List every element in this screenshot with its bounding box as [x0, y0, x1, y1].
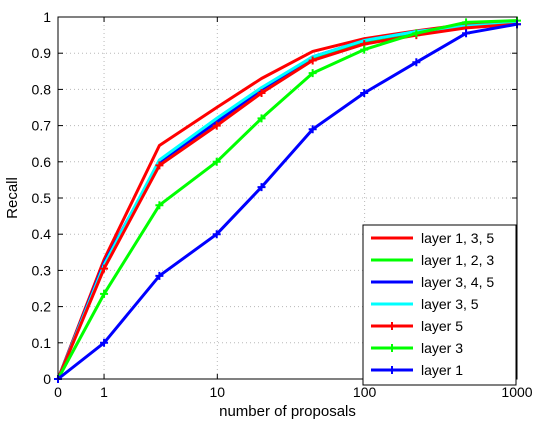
x-tick-label: 1	[100, 384, 108, 400]
y-tick-label: 0.8	[32, 81, 52, 97]
series-6	[54, 20, 521, 383]
series-line	[56, 22, 518, 380]
legend-label: layer 1	[421, 362, 463, 378]
data-point	[412, 29, 421, 38]
y-tick-label: 0.2	[32, 299, 52, 315]
data-point	[360, 45, 369, 54]
data-point	[462, 18, 471, 27]
y-tick-label: 0.1	[32, 335, 52, 351]
data-point	[257, 114, 266, 123]
data-point	[308, 69, 317, 78]
data-point	[462, 29, 471, 38]
x-tick-label: 0	[54, 384, 62, 400]
legend-label: layer 1, 3, 5	[421, 230, 494, 246]
legend-item: layer 1, 2, 3	[371, 252, 494, 268]
y-tick-label: 0.9	[32, 45, 52, 61]
data-point	[155, 271, 164, 280]
data-point	[212, 230, 221, 239]
x-tick-label: 10	[210, 384, 226, 400]
y-tick-label: 0	[43, 371, 51, 387]
y-tick-label: 0.3	[32, 262, 52, 278]
series-line	[56, 19, 518, 380]
legend: layer 1, 3, 5 layer 1, 2, 3 layer 3, 4, 5 l…	[362, 224, 517, 386]
data-point	[100, 338, 109, 347]
series-line	[57, 22, 518, 381]
legend-item: layer 3	[371, 340, 463, 356]
data-point	[360, 89, 369, 98]
legend-label: layer 3	[421, 340, 463, 356]
legend-marker	[388, 322, 396, 330]
legend-label: layer 1, 2, 3	[421, 252, 494, 268]
y-tick-label: 0.5	[32, 190, 52, 206]
x-axis-title: number of proposals	[219, 403, 356, 420]
legend-item: layer 1, 3, 5	[371, 230, 494, 246]
data-point	[257, 89, 266, 98]
x-tick-label: 100	[353, 384, 377, 400]
legend-item: layer 3, 5	[371, 296, 479, 312]
data-point	[257, 183, 266, 192]
legend-marker	[388, 344, 396, 352]
ticks: 00.10.20.30.40.50.60.70.80.910 1 10 100 1000	[32, 9, 533, 400]
legend-item: layer 5	[371, 318, 463, 334]
series-layer	[54, 16, 521, 383]
y-tick-label: 1	[43, 9, 51, 25]
y-tick-label: 0.7	[32, 118, 52, 134]
legend-marker	[388, 366, 396, 374]
x-tick-label: 1000	[501, 384, 532, 400]
data-point	[100, 264, 109, 273]
data-point	[212, 157, 221, 166]
data-point	[412, 58, 421, 67]
data-point	[100, 289, 109, 298]
data-point	[155, 201, 164, 210]
data-point	[308, 125, 317, 134]
data-point	[155, 161, 164, 170]
legend-label: layer 5	[421, 318, 463, 334]
legend-item: layer 3, 4, 5	[371, 274, 494, 290]
y-tick-label: 0.6	[32, 154, 52, 170]
legend-label: layer 3, 4, 5	[421, 274, 494, 290]
y-axis-title: Recall	[4, 177, 21, 219]
legend-label: layer 3, 5	[421, 296, 479, 312]
y-tick-label: 0.4	[32, 226, 52, 242]
data-point	[212, 121, 221, 130]
legend-item: layer 1	[371, 362, 463, 378]
data-point	[308, 56, 317, 65]
